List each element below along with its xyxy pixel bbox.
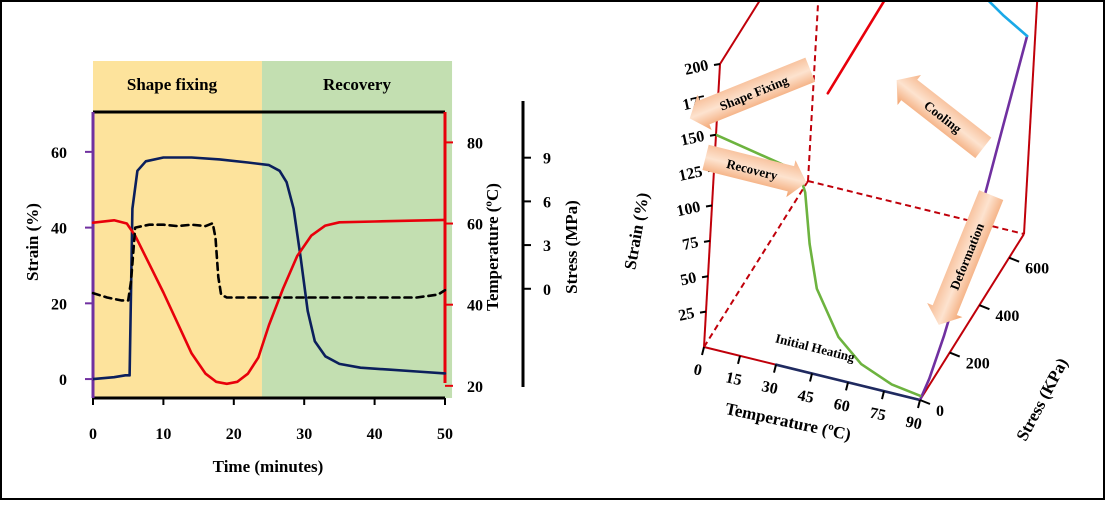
- strain-tick-label: 0: [59, 372, 67, 389]
- x3d-tick-label: 15: [724, 369, 743, 389]
- x3d-tick-mark: [881, 390, 885, 400]
- y3d-tick-mark: [699, 310, 707, 314]
- x-tick-label: 10: [155, 426, 171, 443]
- x3d-tick-label: 0: [692, 361, 703, 379]
- stress-tick-label: 9: [543, 151, 551, 168]
- y3d-tick-label: 25: [677, 305, 696, 325]
- stress-tick-label: 6: [543, 194, 551, 211]
- y3d-tick-label: 75: [681, 234, 700, 254]
- x3d-tick-mark: [917, 399, 921, 409]
- y3d-tick-mark: [703, 239, 711, 243]
- arrow-shape: [896, 75, 992, 159]
- 3d-y-axis-label: Strain (%): [620, 191, 652, 271]
- band-label-shape-fixing: Shape fixing: [127, 75, 218, 94]
- x3d-tick-mark: [809, 373, 813, 382]
- strain-tick-label: 60: [51, 145, 67, 162]
- z3d-tick-label: 0: [936, 403, 944, 420]
- z3d-tick-label: 400: [995, 308, 1019, 325]
- box-edge: [919, 233, 1025, 401]
- x3d-tick-mark: [845, 382, 849, 391]
- strain-tick-label: 20: [51, 296, 67, 313]
- z3d-tick-mark: [949, 351, 961, 358]
- segment-recovery: [714, 133, 922, 398]
- cooling-arrow: Cooling: [896, 75, 992, 159]
- arrow-shape: [927, 190, 1004, 325]
- box-edge: [719, 0, 762, 65]
- z3d-tick-label: 200: [966, 356, 990, 373]
- x-tick-label: 50: [437, 426, 453, 443]
- stress-series-line: [91, 221, 447, 302]
- stress-tick-label: 3: [543, 238, 551, 255]
- recovery-arrow: Recovery: [702, 144, 807, 198]
- band-label-recovery: Recovery: [323, 75, 391, 94]
- temperature-series-line: [91, 218, 447, 386]
- z3d-tick-mark: [979, 304, 990, 311]
- strain-axis-label: Strain (%): [23, 203, 42, 281]
- y3d-tick-label: 150: [679, 128, 706, 150]
- x3d-tick-label: 60: [832, 396, 851, 416]
- x3d-tick-mark: [701, 346, 705, 356]
- y3d-tick-mark: [705, 204, 713, 208]
- y3d-tick-label: 100: [675, 199, 702, 221]
- strain-series-line: [91, 156, 447, 381]
- x3d-tick-label: 45: [796, 387, 815, 407]
- box-edge-hidden: [807, 0, 820, 182]
- 3d-z-axis-label: Stress (KPa): [1012, 355, 1071, 444]
- box-edge: [1023, 0, 1039, 235]
- x-tick-label: 40: [367, 426, 383, 443]
- temperature-tick-label: 60: [467, 217, 483, 234]
- box-edge-hidden: [703, 180, 809, 348]
- band-shape-fixing: [93, 61, 262, 398]
- y3d-tick-label: 50: [679, 269, 698, 289]
- x-tick-label: 20: [226, 426, 242, 443]
- initial-heating-label: Initial Heating: [774, 331, 857, 365]
- x-tick-label: 0: [89, 426, 97, 443]
- time-series-chart: Shape fixing Recovery 0 10 20 30 40 500204060…: [23, 61, 581, 476]
- z3d-tick-mark: [919, 399, 931, 405]
- strain-tick-label: 40: [51, 221, 67, 238]
- temperature-tick-label: 20: [467, 379, 483, 396]
- y3d-tick-label: 125: [677, 163, 704, 185]
- band-recovery: [261, 61, 453, 398]
- y3d-tick-mark: [709, 133, 717, 137]
- x3d-tick-mark: [773, 364, 777, 373]
- x-tick-label: 30: [296, 426, 312, 443]
- x3d-tick-mark: [737, 355, 741, 365]
- y3d-tick-label: 200: [683, 57, 710, 79]
- segment-cooling: [985, 0, 1029, 38]
- x3d-tick-label: 30: [760, 378, 779, 398]
- y3d-tick-mark: [701, 275, 709, 279]
- arrow-shape: [702, 144, 807, 198]
- z3d-tick-mark: [1008, 256, 1020, 263]
- temperature-tick-label: 40: [467, 298, 483, 315]
- temperature-axis-label: Temperature (ºC): [483, 183, 502, 311]
- x3d-tick-label: 90: [904, 413, 923, 433]
- stress-tick-label: 0: [543, 282, 551, 299]
- x3d-tick-label: 75: [868, 405, 887, 425]
- y3d-tick-mark: [713, 63, 721, 66]
- stress-axis-label: Stress (MPa): [562, 200, 581, 294]
- arrow-shape: [689, 57, 816, 130]
- x-axis-label: Time (minutes): [213, 457, 324, 476]
- temperature-tick-label: 80: [467, 135, 483, 152]
- z3d-tick-label: 600: [1025, 261, 1049, 278]
